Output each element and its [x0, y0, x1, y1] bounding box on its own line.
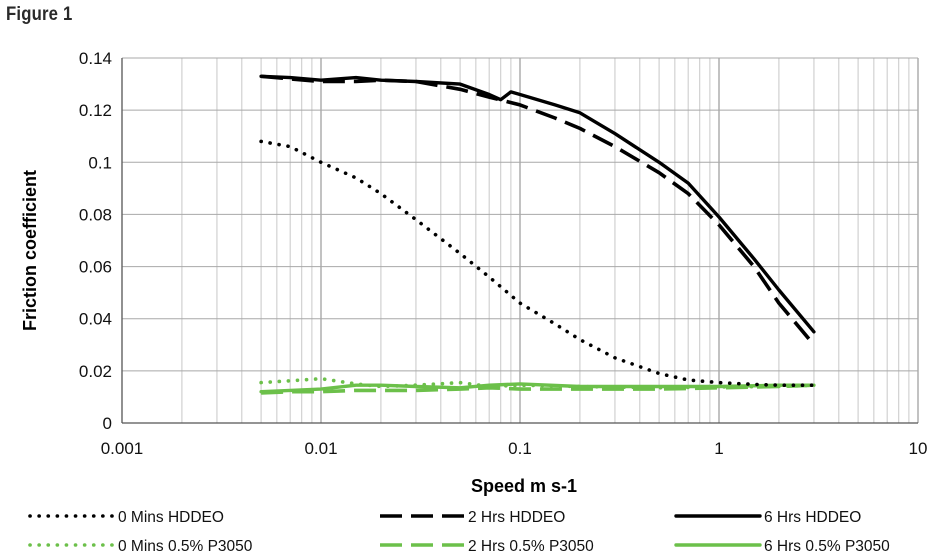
- y-tick-label: 0.02: [79, 362, 112, 381]
- figure-label: Figure 1: [6, 4, 73, 25]
- legend-label: 6 Hrs HDDEO: [764, 509, 861, 526]
- legend-label: 6 Hrs 0.5% P3050: [764, 538, 890, 555]
- x-tick-label: 0.001: [101, 439, 144, 458]
- y-tick-label: 0.14: [79, 49, 112, 68]
- y-tick-label: 0.06: [79, 258, 112, 277]
- legend-label: 2 Hrs 0.5% P3050: [468, 538, 594, 555]
- tick-labels: 0.001 0.01 0.1 1 10 0 0.02 0.04 0.06 0.08 0.1 0.12 0…: [79, 49, 928, 458]
- series-line-0: [259, 139, 816, 387]
- series-lines: [259, 74, 816, 395]
- legend-label: 0 Mins 0.5% P3050: [118, 538, 253, 555]
- x-tick-label: 1: [714, 439, 723, 458]
- series-line-5: [259, 382, 816, 394]
- y-axis-title: Friction coefficient: [20, 170, 40, 331]
- y-tick-label: 0: [103, 414, 112, 433]
- x-axis-title: Speed m s-1: [471, 476, 577, 496]
- series-line-1: [260, 74, 816, 346]
- legend-label: 2 Hrs HDDEO: [468, 509, 565, 526]
- legend-label: 0 Mins HDDEO: [118, 509, 224, 526]
- x-tick-label: 10: [909, 439, 928, 458]
- axes: [121, 58, 918, 424]
- x-tick-label: 0.01: [304, 439, 337, 458]
- x-tick-label: 0.1: [508, 439, 532, 458]
- y-tick-label: 0.04: [79, 310, 112, 329]
- legend: 0 Mins HDDEO 2 Hrs HDDEO 6 Hrs HDDEO 0 Mins…: [28, 509, 890, 555]
- y-tick-label: 0.08: [79, 205, 112, 224]
- y-tick-label: 0.12: [79, 101, 112, 120]
- grid: [121, 57, 919, 424]
- series-line-2: [259, 74, 816, 334]
- y-tick-label: 0.1: [88, 153, 112, 172]
